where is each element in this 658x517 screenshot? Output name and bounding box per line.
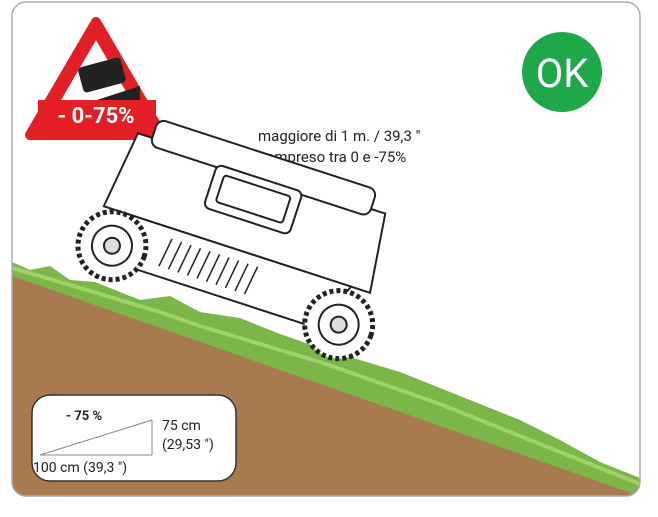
slope-height: 75 cm <box>162 418 201 434</box>
description-line: maggiore di 1 m. / 39,3 " <box>258 127 421 145</box>
illustration: - 0-75% OK maggiore di 1 m. / 39,3 " com… <box>0 0 658 512</box>
warning-label: - 0-75% <box>58 104 135 129</box>
status-label: OK <box>536 50 590 97</box>
slope-height-inches: (29,53 ") <box>162 437 214 453</box>
page: - 0-75% OK maggiore di 1 m. / 39,3 " com… <box>0 0 658 512</box>
status-badge: OK <box>522 32 602 112</box>
slope-length: 100 cm (39,3 ") <box>33 460 127 476</box>
slope-percent: - 75 % <box>66 409 103 424</box>
slope-box: - 75 % 75 cm (29,53 ") 100 cm (39,3 ") <box>32 395 236 481</box>
